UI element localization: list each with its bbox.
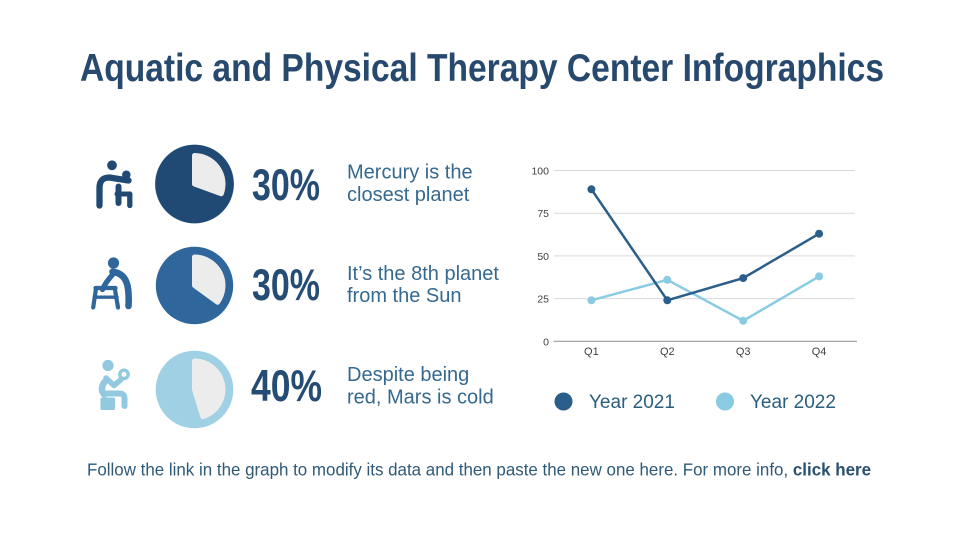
svg-text:Q2: Q2 (660, 346, 675, 358)
svg-text:30%: 30% (252, 161, 320, 210)
svg-text:Q1: Q1 (584, 346, 599, 358)
svg-text:25: 25 (537, 294, 549, 306)
svg-text:from the Sun: from the Sun (347, 285, 462, 307)
svg-text:Q4: Q4 (812, 346, 827, 358)
svg-text:Aquatic and Physical Therapy C: Aquatic and Physical Therapy Center Info… (80, 47, 884, 90)
svg-text:30%: 30% (252, 261, 320, 310)
svg-text:closest planet: closest planet (347, 184, 470, 206)
svg-text:Year 2021: Year 2021 (589, 392, 675, 413)
svg-text:40%: 40% (251, 362, 322, 411)
svg-text:red, Mars is cold: red, Mars is cold (347, 387, 494, 409)
svg-text:Mercury is the: Mercury is the (347, 162, 473, 184)
svg-text:50: 50 (537, 251, 549, 263)
svg-text:Q3: Q3 (736, 346, 751, 358)
svg-text:0: 0 (543, 336, 549, 348)
svg-text:100: 100 (531, 166, 549, 178)
svg-text:Follow the link in the graph t: Follow the link in the graph to modify i… (87, 460, 871, 480)
svg-text:Despite being: Despite being (347, 364, 469, 386)
svg-text:75: 75 (537, 208, 549, 220)
svg-text:It’s the 8th planet: It’s the 8th planet (347, 263, 499, 285)
svg-text:Year 2022: Year 2022 (750, 392, 836, 413)
